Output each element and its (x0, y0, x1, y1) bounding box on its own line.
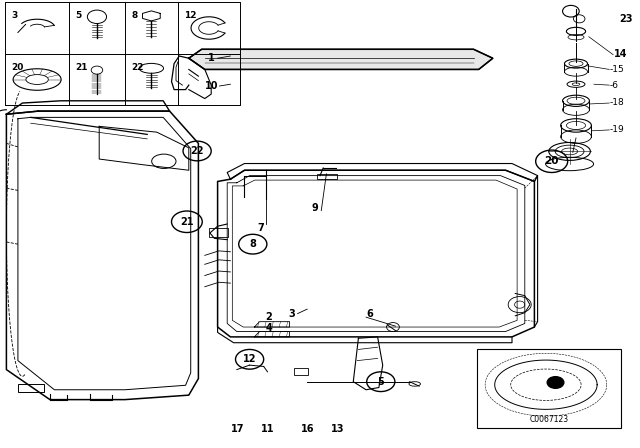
Text: 12: 12 (184, 11, 197, 20)
Text: 22: 22 (131, 63, 144, 72)
Text: 22: 22 (190, 146, 204, 156)
Text: 14: 14 (614, 49, 628, 59)
Text: 17: 17 (231, 424, 245, 434)
Text: 3: 3 (12, 11, 18, 20)
Circle shape (547, 377, 564, 388)
Text: 5: 5 (76, 11, 82, 20)
Text: 23: 23 (620, 14, 633, 24)
Text: 3: 3 (289, 309, 295, 319)
Bar (209, 228, 228, 237)
Text: 21: 21 (180, 217, 194, 227)
Text: 8: 8 (131, 11, 138, 20)
Text: 10: 10 (204, 81, 218, 91)
Text: 13: 13 (331, 424, 345, 434)
Text: 6: 6 (367, 310, 373, 319)
Text: 5: 5 (378, 377, 384, 387)
Bar (294, 368, 308, 375)
Text: 21: 21 (76, 63, 88, 72)
Text: 20: 20 (12, 63, 24, 72)
Bar (317, 174, 337, 179)
Text: -19: -19 (610, 125, 625, 134)
Text: 9: 9 (312, 203, 318, 213)
Text: 16: 16 (300, 424, 314, 434)
Text: 2: 2 (266, 312, 272, 322)
Text: 12: 12 (243, 354, 257, 364)
Text: -18: -18 (610, 98, 625, 107)
Text: 7: 7 (258, 223, 264, 233)
Text: -6: -6 (610, 81, 619, 90)
Text: 20: 20 (545, 156, 559, 166)
Text: 4: 4 (266, 323, 272, 333)
Bar (18, 384, 44, 392)
Text: 11: 11 (260, 424, 275, 434)
Polygon shape (189, 49, 493, 69)
Text: -15: -15 (610, 65, 625, 74)
Bar (477, 349, 621, 428)
Text: 8: 8 (250, 239, 256, 249)
Text: C0067123: C0067123 (529, 415, 568, 424)
Text: 1: 1 (208, 53, 214, 63)
